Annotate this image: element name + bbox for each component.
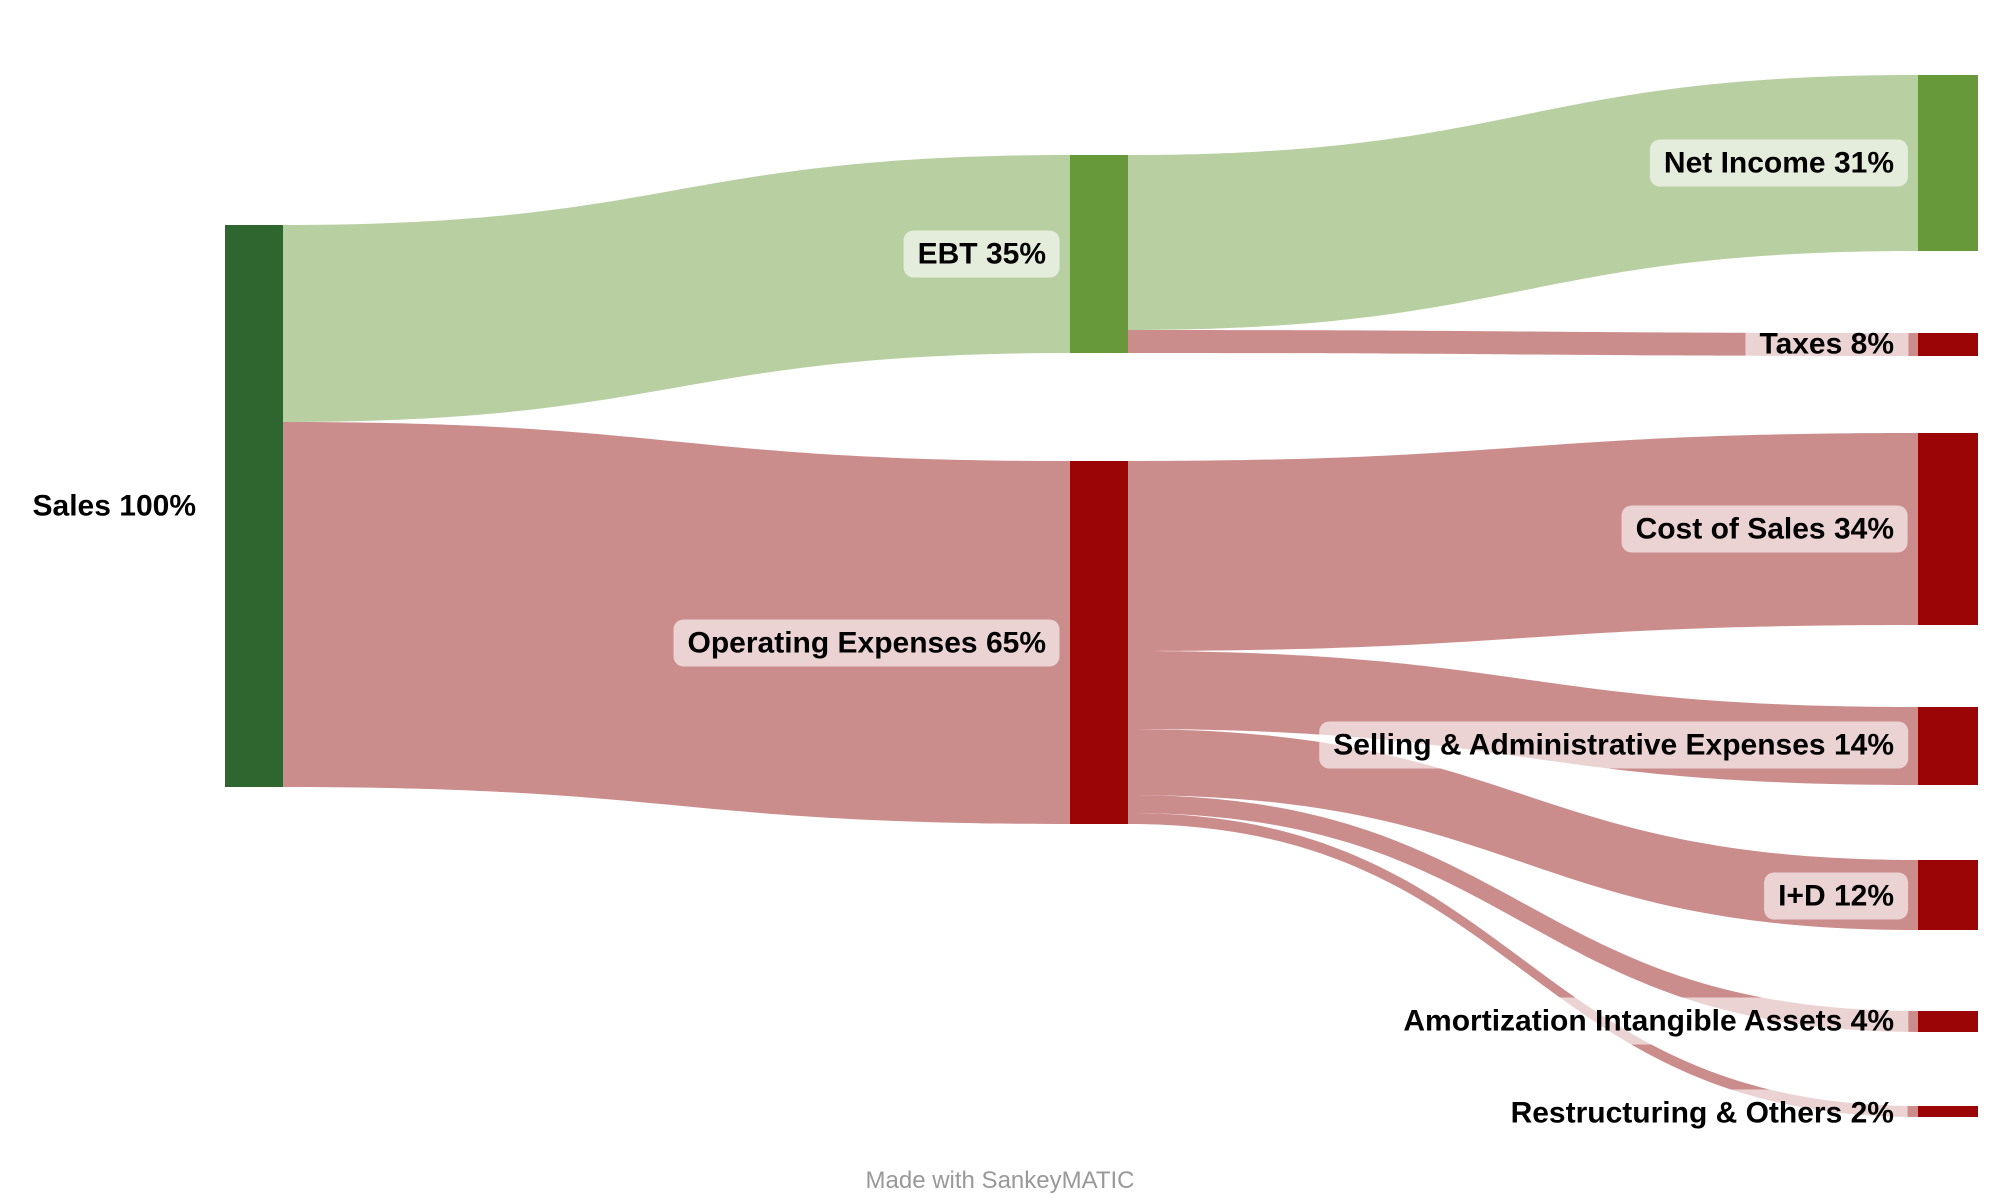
flow-ebt-to-net-income [1128,75,1918,330]
label-selling-administrative-expenses: Selling & Administrative Expenses 14% [1319,721,1908,769]
flow-sales-to-ebt [283,155,1070,422]
flow-operating-expenses-to-restructuring-others [1128,813,1918,1117]
node-amortization-intangible-assets [1918,1011,1978,1032]
node-operating-expenses [1070,461,1128,824]
label-amortization-intangible-assets: Amortization Intangible Assets 4% [1389,997,1908,1045]
node-sales [225,225,283,787]
label-net-income: Net Income 31% [1649,139,1908,187]
label-operating-expenses: Operating Expenses 65% [673,619,1060,667]
node-restructuring-others [1918,1106,1978,1117]
label-taxes: Taxes 8% [1745,320,1908,368]
node-selling-administrative-expenses [1918,707,1978,785]
label-sales: Sales 100% [18,482,210,530]
label-cost-of-sales: Cost of Sales 34% [1621,505,1908,553]
node-i-d [1918,860,1978,930]
flow-operating-expenses-to-cost-of-sales [1128,433,1918,651]
node-net-income [1918,75,1978,251]
node-ebt [1070,155,1128,353]
sankeymatic-credit: Made with SankeyMATIC [865,1167,1135,1194]
node-cost-of-sales [1918,433,1978,625]
label-ebt: EBT 35% [903,230,1060,278]
flow-operating-expenses-to-i-d [1128,729,1918,930]
label-i-d: I+D 12% [1764,872,1908,920]
node-taxes [1918,333,1978,356]
flow-operating-expenses-to-amortization-intangible-assets [1128,795,1918,1032]
flow-ebt-to-taxes [1128,330,1918,356]
label-restructuring-others: Restructuring & Others 2% [1496,1089,1908,1137]
